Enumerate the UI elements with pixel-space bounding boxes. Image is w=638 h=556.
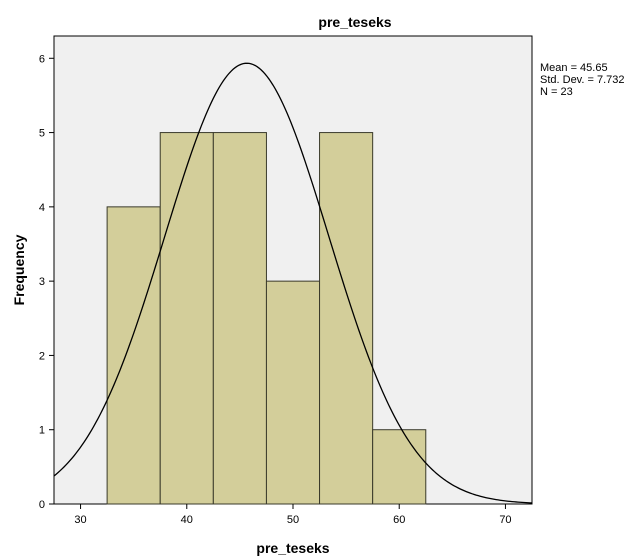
- histogram-bars: [106, 132, 427, 505]
- chart-title: pre_teseks: [318, 14, 391, 30]
- y-axis: 0 1 2 3 4 5 6: [39, 53, 54, 511]
- y-tick-label: 0: [39, 499, 45, 511]
- histogram-bar-4: [265, 280, 321, 505]
- stat-n: N = 23: [540, 86, 573, 98]
- y-tick-label: 1: [39, 425, 45, 437]
- stat-std-dev: Std. Dev. = 7.732: [540, 74, 625, 86]
- x-tick-label: 30: [74, 514, 86, 526]
- x-tick-label: 70: [499, 514, 511, 526]
- x-axis: 30 40 50 60 70: [74, 504, 512, 526]
- y-tick-label: 4: [39, 202, 45, 214]
- histogram-bar-6: [372, 429, 427, 505]
- x-tick-label: 60: [393, 514, 405, 526]
- histogram-bar-3: [212, 132, 267, 505]
- y-tick-label: 5: [39, 128, 45, 140]
- x-tick-label: 40: [181, 514, 193, 526]
- histogram-bar-1: [106, 206, 161, 505]
- histogram-bar-2: [159, 132, 214, 505]
- y-tick-label: 6: [39, 53, 45, 65]
- stat-mean: Mean = 45.65: [540, 62, 608, 74]
- histogram-bar-5: [319, 132, 374, 505]
- normal-curve: [53, 62, 533, 504]
- stats-legend: Mean = 45.65 Std. Dev. = 7.732 N = 23: [540, 62, 625, 98]
- y-tick-label: 2: [39, 350, 45, 362]
- x-axis-label: pre_teseks: [256, 540, 329, 556]
- y-tick-label: 3: [39, 276, 45, 288]
- x-tick-label: 50: [287, 514, 299, 526]
- y-axis-label: Frequency: [11, 234, 27, 305]
